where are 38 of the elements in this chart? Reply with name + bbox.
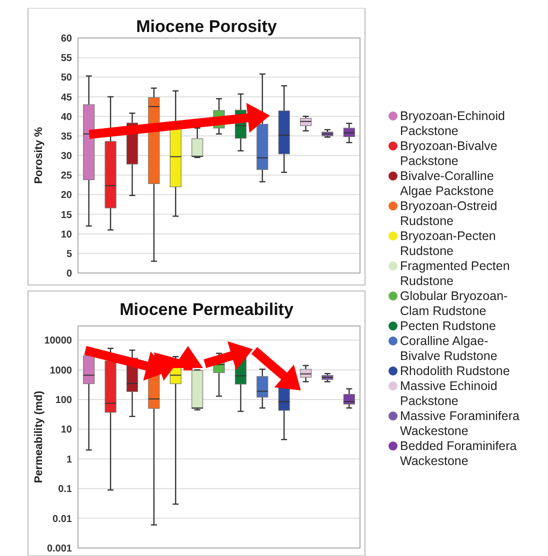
y-tick-label: 0.01	[52, 514, 72, 525]
legend-label: Bryozoan-Bivalve Packstone	[400, 139, 498, 168]
y-tick-label: 1000	[50, 365, 72, 376]
y-tick-label: 0.001	[46, 544, 72, 554]
y-tick-label: 100	[55, 395, 72, 406]
y-tick-label: 25	[60, 170, 72, 182]
legend-label: Bryozoan-Ostreid Rudstone	[400, 199, 498, 228]
y-tick-label: 55	[60, 53, 72, 64]
legend-label: Pecten Rudstone	[400, 319, 496, 333]
chart-title: Miocene Porosity	[136, 17, 278, 36]
y-tick-label: 10	[60, 424, 72, 436]
y-tick-label: 1	[66, 454, 72, 466]
y-tick-label: 30	[60, 151, 72, 162]
y-tick-label: 0.1	[58, 484, 72, 496]
legend-label: Coralline Algae-Bivalve Rudstone	[400, 334, 498, 363]
y-tick-label: 10000	[44, 336, 72, 347]
legend-label: Fragmented Pecten Rudstone	[400, 259, 510, 288]
y-tick-label: 45	[60, 92, 72, 104]
legend-label: Bedded Foraminifera Wackestone	[400, 439, 517, 468]
y-tick-label: 10	[60, 229, 72, 240]
legend-label: Bryozoan-Pecten Rudstone	[400, 229, 496, 258]
y-tick-label: 35	[60, 131, 72, 142]
legend-label: Rhodolith Rudstone	[400, 364, 510, 378]
y-axis-title: Porosity %	[33, 126, 45, 184]
legend-label: Globular Bryozoan-Clam Rudstone	[400, 289, 508, 318]
y-tick-label: 0	[66, 268, 72, 280]
y-tick-label: 20	[60, 190, 72, 202]
legend-label: Bryozoan-Echinoid Packstone	[400, 109, 505, 138]
legend-label: Massive Echinoid Packstone	[400, 379, 498, 408]
legend-label: Massive Foraminifera Wackestone	[400, 409, 520, 438]
y-tick-label: 60	[60, 34, 72, 44]
legend-label: Bivalve-Coralline Algae Packstone	[400, 169, 494, 198]
y-tick-label: 15	[60, 210, 72, 221]
y-tick-label: 5	[66, 248, 72, 260]
y-axis-title: Permeability (md)	[33, 390, 45, 484]
y-tick-label: 50	[60, 72, 72, 84]
chart-title: Miocene Permeability	[120, 300, 294, 319]
y-tick-label: 40	[60, 112, 72, 123]
